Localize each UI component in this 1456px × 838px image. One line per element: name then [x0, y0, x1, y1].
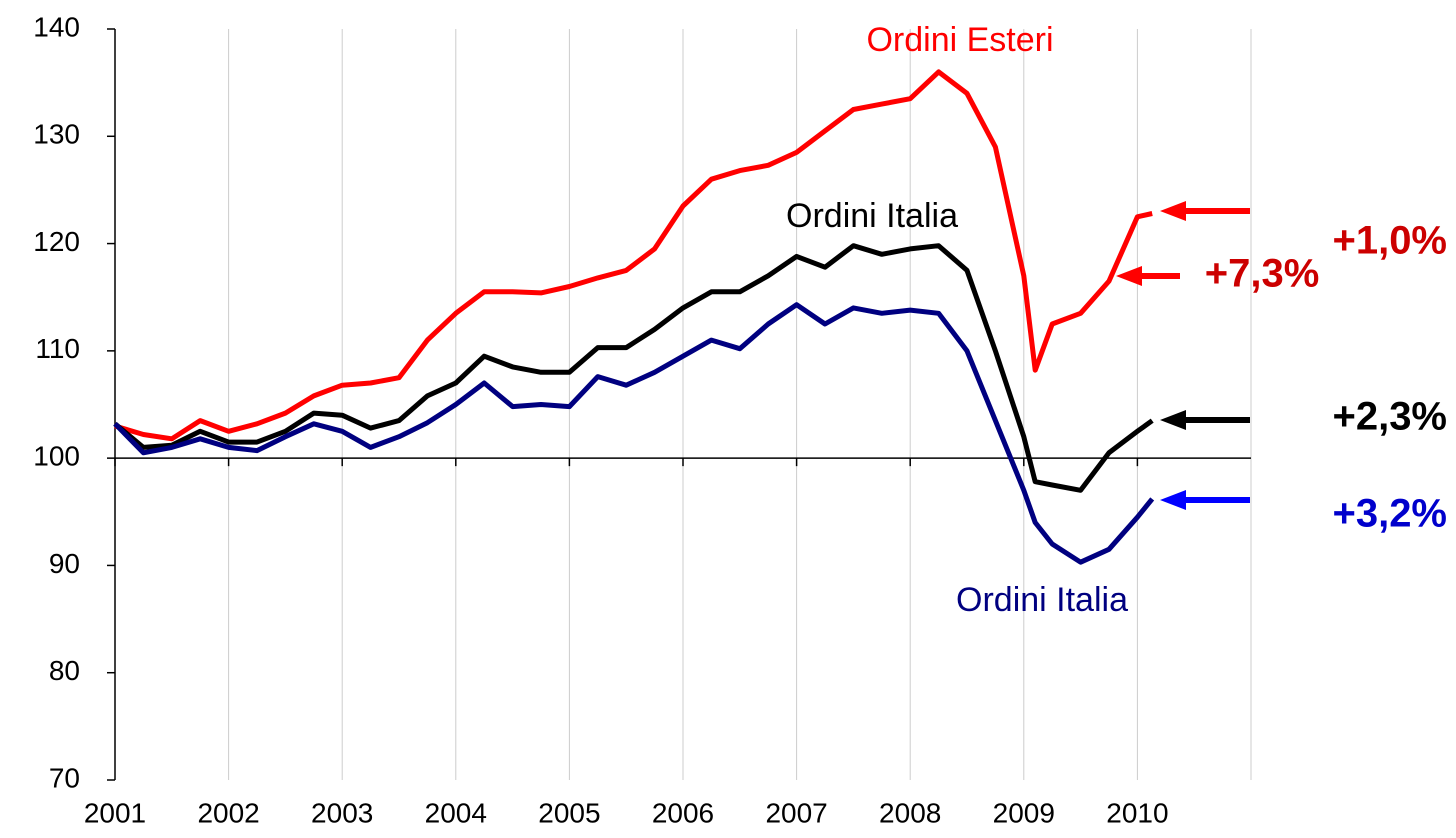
series-label: Ordini Esteri	[866, 21, 1053, 59]
y-tick-label: 140	[33, 11, 80, 42]
x-tick-label: 2007	[765, 797, 827, 828]
annotation: +2,3%	[1332, 395, 1447, 439]
arrow-head	[1116, 266, 1142, 286]
series-label: Ordini Italia	[956, 581, 1128, 619]
y-tick-label: 80	[49, 655, 80, 686]
annotation: +7,3%	[1205, 252, 1320, 296]
series-line	[113, 302, 1155, 565]
arrow-head	[1160, 410, 1186, 430]
x-tick-label: 2003	[311, 797, 373, 828]
x-tick-label: 2010	[1106, 797, 1168, 828]
arrow-head	[1160, 201, 1186, 221]
series-line	[113, 243, 1154, 493]
x-tick-label: 2009	[993, 797, 1055, 828]
y-tick-label: 130	[33, 119, 80, 150]
y-tick-label: 90	[49, 548, 80, 579]
x-tick-label: 2002	[197, 797, 259, 828]
arrow-head	[1160, 490, 1186, 510]
series-line	[114, 69, 1153, 442]
x-tick-label: 2001	[84, 797, 146, 828]
series-label: Ordini Italia	[786, 197, 958, 235]
x-tick-label: 2004	[425, 797, 487, 828]
annotation: +1,0%	[1332, 219, 1447, 263]
x-tick-label: 2005	[538, 797, 600, 828]
y-tick-label: 70	[49, 762, 80, 793]
x-tick-label: 2008	[879, 797, 941, 828]
y-tick-label: 100	[33, 441, 80, 472]
y-tick-label: 120	[33, 226, 80, 257]
x-tick-label: 2006	[652, 797, 714, 828]
y-tick-label: 110	[35, 333, 80, 364]
annotation: +3,2%	[1332, 492, 1447, 536]
